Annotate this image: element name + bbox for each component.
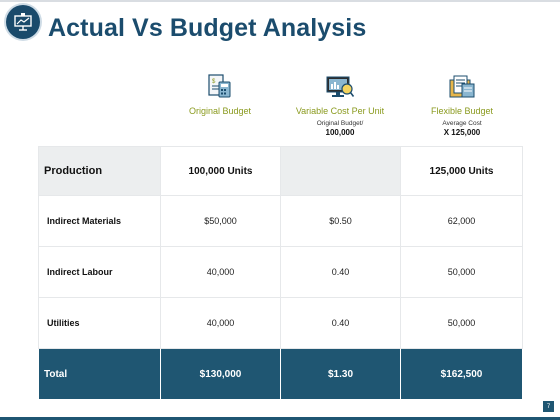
bottom-divider	[0, 417, 560, 420]
monitor-magnifier-icon	[281, 70, 399, 100]
table-row: Indirect Materials $50,000 $0.50 62,000	[38, 195, 523, 247]
table-row-total: Total $130,000 $1.30 $162,500	[38, 348, 523, 400]
table-cell: 40,000	[160, 246, 281, 298]
table-cell: $1.30	[280, 348, 401, 400]
svg-text:$: $	[212, 79, 216, 85]
row-label: Total	[38, 348, 161, 400]
table-cell: 40,000	[160, 297, 281, 349]
table-cell: 50,000	[400, 297, 523, 349]
page-number: 7	[543, 401, 554, 412]
table-row: Indirect Labour 40,000 0.40 50,000	[38, 246, 523, 298]
column-note-value: X 125,000	[443, 128, 481, 137]
column-heading: Variable Cost Per Unit	[295, 106, 385, 116]
table-row-production: Production 100,000 Units 125,000 Units	[38, 146, 523, 196]
budget-table: Production 100,000 Units 125,000 Units I…	[38, 146, 523, 400]
top-divider	[0, 0, 560, 2]
page-title: Actual Vs Budget Analysis	[48, 14, 367, 42]
table-cell: $0.50	[280, 195, 401, 247]
column-heading: Flexible Budget	[430, 106, 494, 116]
calculator-document-icon: $	[161, 70, 279, 100]
column-note-value: 100,000	[325, 128, 355, 137]
presentation-board-icon	[6, 5, 40, 39]
column-header-original-budget: $ Original Budget	[161, 70, 279, 117]
table-cell: $130,000	[160, 348, 281, 400]
table-cell: $50,000	[160, 195, 281, 247]
table-cell: 100,000 Units	[160, 146, 281, 196]
column-note: Original Budget/	[316, 120, 364, 127]
row-label: Utilities	[38, 297, 161, 349]
row-label: Production	[38, 146, 161, 196]
table-row: Utilities 40,000 0.40 50,000	[38, 297, 523, 349]
folder-documents-icon	[403, 70, 521, 100]
row-label: Indirect Materials	[38, 195, 161, 247]
table-cell: 62,000	[400, 195, 523, 247]
table-cell: 0.40	[280, 297, 401, 349]
table-cell: 50,000	[400, 246, 523, 298]
column-note: Average Cost	[442, 120, 482, 127]
table-cell: 0.40	[280, 246, 401, 298]
column-heading: Original Budget	[188, 106, 252, 116]
column-header-flexible-budget: Flexible Budget Average Cost X 125,000	[403, 70, 521, 137]
column-header-variable-cost: Variable Cost Per Unit Original Budget/ …	[281, 70, 399, 137]
table-cell: $162,500	[400, 348, 523, 400]
table-cell: 125,000 Units	[400, 146, 523, 196]
row-label: Indirect Labour	[38, 246, 161, 298]
table-cell	[280, 146, 401, 196]
